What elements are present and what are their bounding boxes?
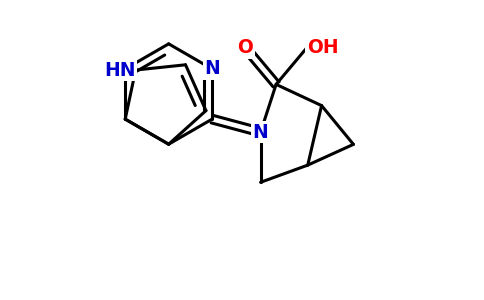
Text: N: N [117, 59, 133, 78]
Text: O: O [238, 38, 254, 57]
Text: OH: OH [307, 38, 338, 57]
Text: HN: HN [104, 61, 136, 80]
Text: N: N [253, 123, 269, 142]
Text: N: N [204, 59, 220, 78]
